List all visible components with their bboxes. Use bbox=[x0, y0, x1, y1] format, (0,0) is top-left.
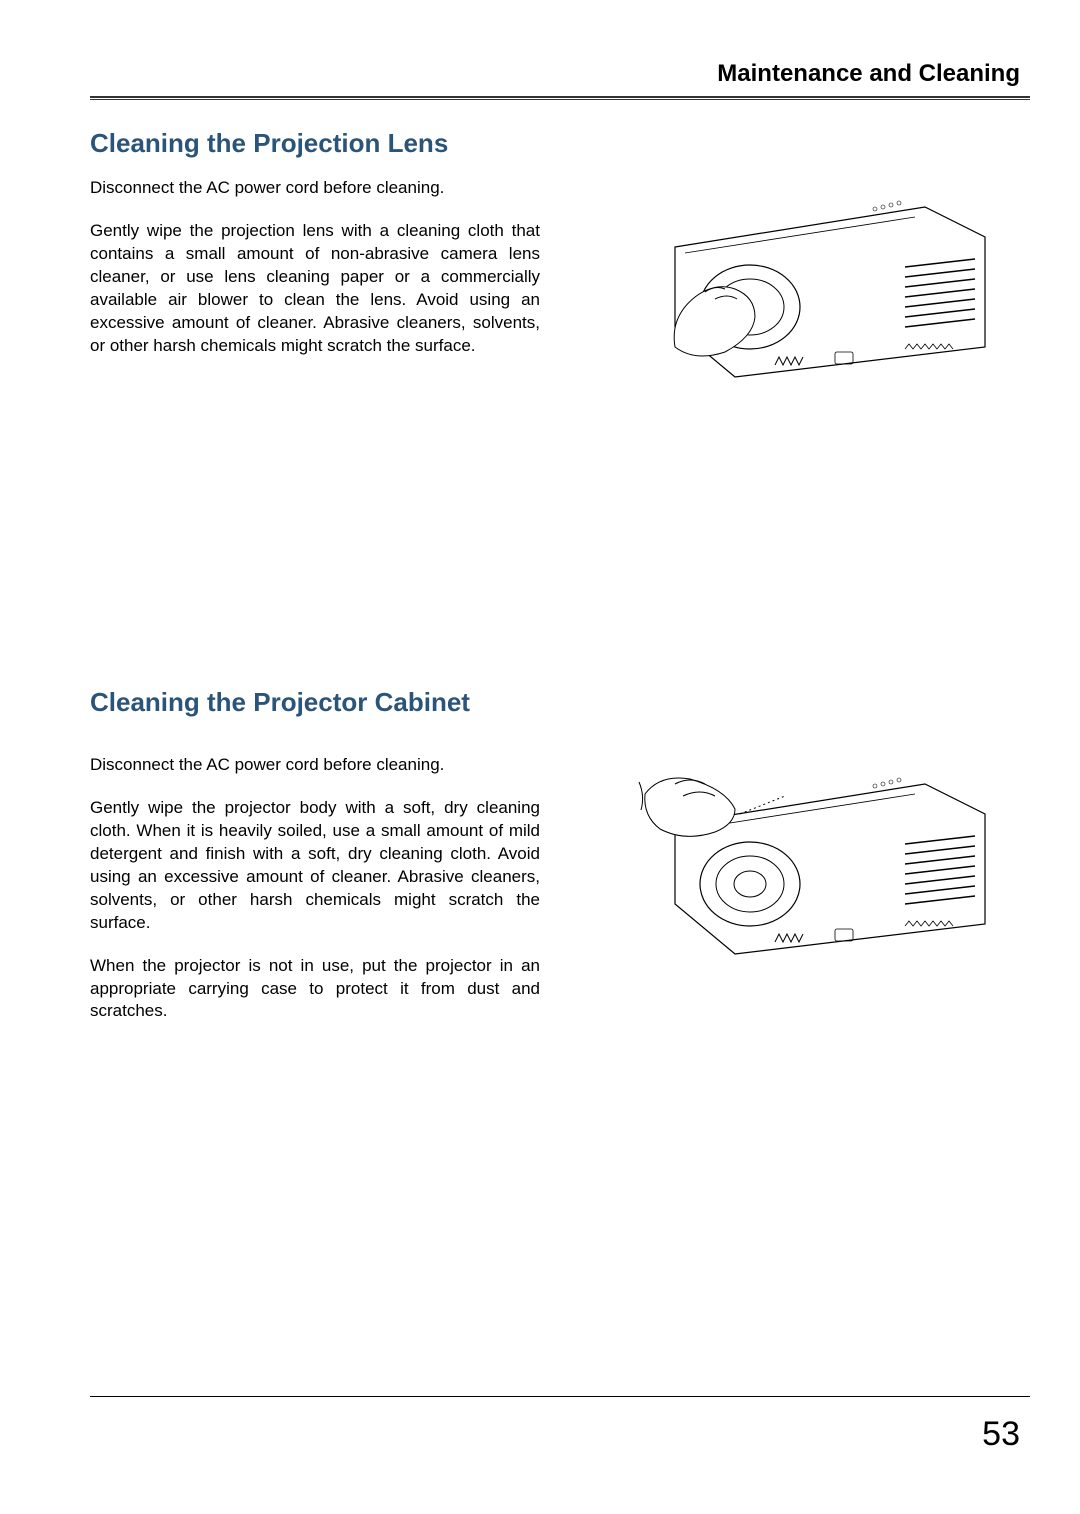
header-title: Maintenance and Cleaning bbox=[90, 60, 1030, 96]
para-cabinet-1: Gently wipe the projector body with a so… bbox=[90, 797, 540, 935]
projector-cabinet-svg bbox=[605, 754, 995, 984]
para-lens-0: Disconnect the AC power cord before clea… bbox=[90, 177, 540, 200]
section-title-cabinet: Cleaning the Projector Cabinet bbox=[90, 687, 1030, 718]
figure-col-lens bbox=[570, 177, 1030, 407]
figure-col-cabinet bbox=[570, 754, 1030, 984]
footer: 53 bbox=[90, 1396, 1030, 1454]
section-cabinet: Cleaning the Projector Cabinet Disconnec… bbox=[90, 687, 1030, 1043]
text-col-cabinet: Disconnect the AC power cord before clea… bbox=[90, 754, 540, 1043]
content-row-lens: Disconnect the AC power cord before clea… bbox=[90, 177, 1030, 407]
text-col-lens: Disconnect the AC power cord before clea… bbox=[90, 177, 540, 378]
header-rule bbox=[90, 96, 1030, 100]
section-lens: Cleaning the Projection Lens Disconnect … bbox=[90, 128, 1030, 407]
para-cabinet-0: Disconnect the AC power cord before clea… bbox=[90, 754, 540, 777]
section-spacer bbox=[90, 467, 1030, 687]
content-row-cabinet: Disconnect the AC power cord before clea… bbox=[90, 754, 1030, 1043]
page-container: Maintenance and Cleaning Cleaning the Pr… bbox=[90, 60, 1030, 1454]
page-number: 53 bbox=[982, 1415, 1020, 1453]
para-lens-1: Gently wipe the projection lens with a c… bbox=[90, 220, 540, 358]
cabinet-cleaning-illustration bbox=[605, 754, 995, 984]
projector-lens-svg bbox=[605, 177, 995, 407]
lens-cleaning-illustration bbox=[605, 177, 995, 407]
para-cabinet-2: When the projector is not in use, put th… bbox=[90, 955, 540, 1024]
section-title-lens: Cleaning the Projection Lens bbox=[90, 128, 1030, 159]
title-gap bbox=[90, 736, 1030, 754]
